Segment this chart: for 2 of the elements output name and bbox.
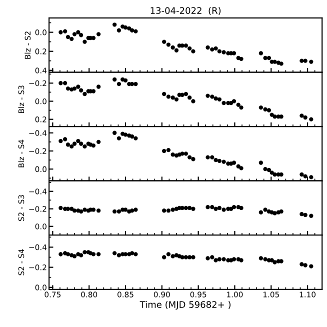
chart-title: 13-04-2022 (R)	[150, 6, 221, 16]
x-axis-title: Time (MJD 59682+ )	[140, 300, 231, 310]
